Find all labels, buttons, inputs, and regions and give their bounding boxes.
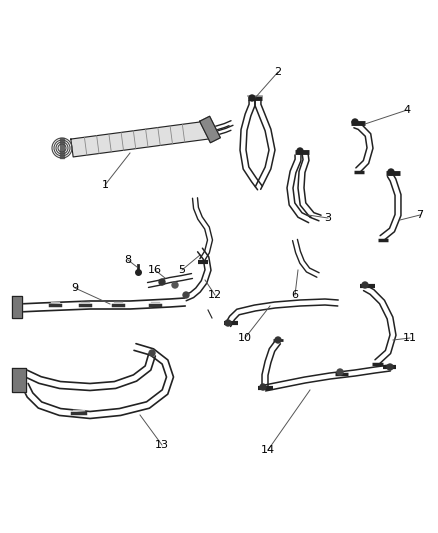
Circle shape xyxy=(275,337,281,343)
Circle shape xyxy=(183,292,189,298)
Circle shape xyxy=(172,282,178,288)
Polygon shape xyxy=(71,121,209,157)
Text: 16: 16 xyxy=(148,265,162,275)
Circle shape xyxy=(387,364,393,370)
Text: 3: 3 xyxy=(325,213,332,223)
Text: 1: 1 xyxy=(102,180,109,190)
Polygon shape xyxy=(12,296,22,318)
Circle shape xyxy=(249,95,255,101)
Circle shape xyxy=(260,384,266,390)
Circle shape xyxy=(159,279,165,285)
Circle shape xyxy=(388,169,394,175)
Circle shape xyxy=(337,369,343,375)
Text: 14: 14 xyxy=(261,445,275,455)
Text: 8: 8 xyxy=(124,255,131,265)
Text: 10: 10 xyxy=(238,333,252,343)
Text: 6: 6 xyxy=(292,290,299,300)
Text: 11: 11 xyxy=(403,333,417,343)
Circle shape xyxy=(352,119,358,125)
Text: 13: 13 xyxy=(155,440,169,450)
Text: 12: 12 xyxy=(208,290,222,300)
Polygon shape xyxy=(12,368,26,392)
Circle shape xyxy=(225,320,231,326)
Circle shape xyxy=(149,350,155,356)
Text: 7: 7 xyxy=(417,210,424,220)
Circle shape xyxy=(297,148,303,154)
Text: 5: 5 xyxy=(179,265,186,275)
Polygon shape xyxy=(200,116,220,143)
Text: 4: 4 xyxy=(403,105,410,115)
Text: 2: 2 xyxy=(275,67,282,77)
Circle shape xyxy=(362,282,368,288)
Text: 9: 9 xyxy=(71,283,78,293)
